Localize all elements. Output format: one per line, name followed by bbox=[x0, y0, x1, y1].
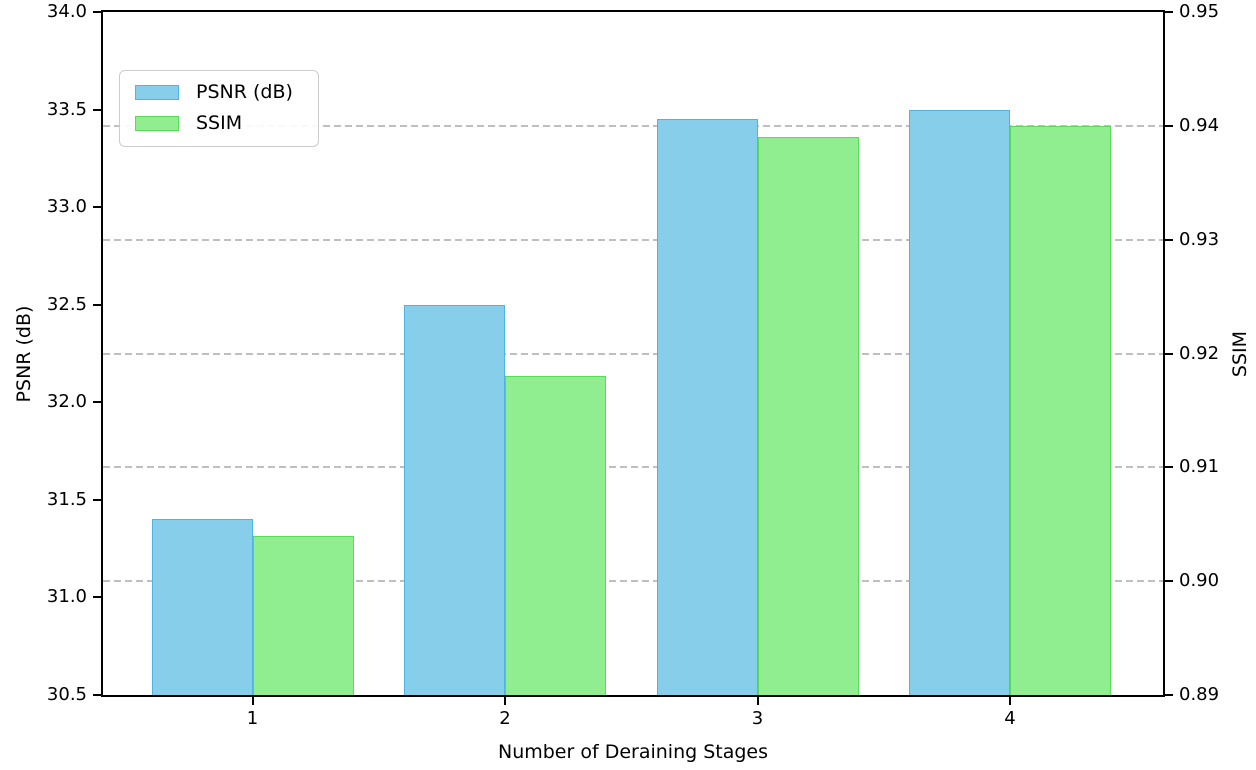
right-axis-tick bbox=[1163, 11, 1173, 13]
right-axis-title: SSIM bbox=[1229, 330, 1251, 378]
gridline bbox=[103, 580, 1163, 583]
right-axis-tick bbox=[1163, 466, 1173, 469]
ssim-legend-swatch bbox=[135, 116, 179, 132]
right-axis-tick bbox=[1163, 124, 1173, 127]
bar-psnr-stage-3 bbox=[656, 119, 758, 695]
left-axis-tick-label: 30.5 bbox=[46, 684, 87, 705]
x-axis-tick-label: 4 bbox=[1004, 708, 1016, 729]
bar-psnr-stage-1 bbox=[151, 519, 253, 695]
right-axis-tick bbox=[1163, 352, 1173, 355]
left-axis-tick-label: 32.0 bbox=[46, 391, 87, 413]
left-axis-tick bbox=[93, 206, 103, 209]
right-axis-tick bbox=[1163, 238, 1173, 241]
right-axis-tick-label: 0.90 bbox=[1179, 570, 1220, 592]
x-axis-tick bbox=[251, 695, 254, 705]
bar-ssim-stage-1 bbox=[252, 535, 354, 695]
right-axis-tick-label: 0.93 bbox=[1179, 228, 1220, 250]
right-axis-tick-label: 0.91 bbox=[1179, 456, 1220, 478]
gridline bbox=[103, 466, 1163, 469]
bar-ssim-stage-2 bbox=[505, 376, 606, 695]
right-axis-tick-label: 0.94 bbox=[1179, 114, 1220, 136]
x-axis-tick-label: 3 bbox=[751, 708, 764, 729]
bar-ssim-stage-4 bbox=[1010, 125, 1111, 695]
left-axis-tick bbox=[93, 694, 103, 696]
left-axis-tick-label: 32.5 bbox=[46, 293, 87, 315]
x-axis-tick bbox=[504, 695, 506, 705]
left-axis-tick-label: 31.5 bbox=[46, 488, 87, 510]
left-axis-tick bbox=[93, 11, 103, 13]
left-axis-tick bbox=[93, 498, 103, 501]
gridline bbox=[103, 238, 1163, 241]
x-axis-tick bbox=[756, 695, 759, 705]
psnr-legend-swatch bbox=[135, 85, 179, 101]
right-axis-tick-label: 0.95 bbox=[1179, 1, 1220, 22]
left-axis-tick bbox=[93, 596, 103, 599]
left-axis-title: PSNR (dB) bbox=[13, 305, 35, 403]
right-axis-tick-label: 0.92 bbox=[1179, 342, 1220, 364]
left-axis-tick-label: 33.5 bbox=[46, 98, 87, 120]
x-axis-tick-label: 1 bbox=[246, 708, 259, 729]
ssim-legend-label: SSIM bbox=[196, 111, 243, 134]
legend-item-ssim: SSIM bbox=[135, 111, 303, 135]
left-axis-tick bbox=[93, 303, 103, 306]
legend: PSNR (dB) SSIM bbox=[119, 70, 319, 147]
x-axis-title: Number of Deraining Stages bbox=[497, 741, 769, 763]
left-axis-tick bbox=[93, 108, 103, 111]
left-axis-tick bbox=[93, 401, 103, 404]
bar-psnr-stage-2 bbox=[404, 304, 505, 695]
right-axis-tick bbox=[1163, 580, 1173, 583]
gridline bbox=[103, 124, 1163, 127]
right-axis-tick bbox=[1163, 694, 1173, 696]
legend-item-psnr: PSNR (dB) bbox=[135, 81, 303, 104]
bar-psnr-stage-4 bbox=[909, 109, 1010, 695]
psnr-legend-label: PSNR (dB) bbox=[196, 81, 293, 103]
left-axis-tick-label: 33.0 bbox=[46, 196, 87, 218]
left-axis-tick-label: 31.0 bbox=[46, 586, 87, 608]
gridline bbox=[103, 352, 1163, 355]
right-axis-tick-label: 0.89 bbox=[1179, 684, 1220, 705]
plot-area bbox=[101, 10, 1165, 697]
left-axis-tick-label: 34.0 bbox=[46, 1, 87, 22]
bar-ssim-stage-3 bbox=[757, 137, 859, 695]
x-axis-tick-label: 2 bbox=[499, 708, 511, 729]
x-axis-tick bbox=[1009, 695, 1011, 705]
